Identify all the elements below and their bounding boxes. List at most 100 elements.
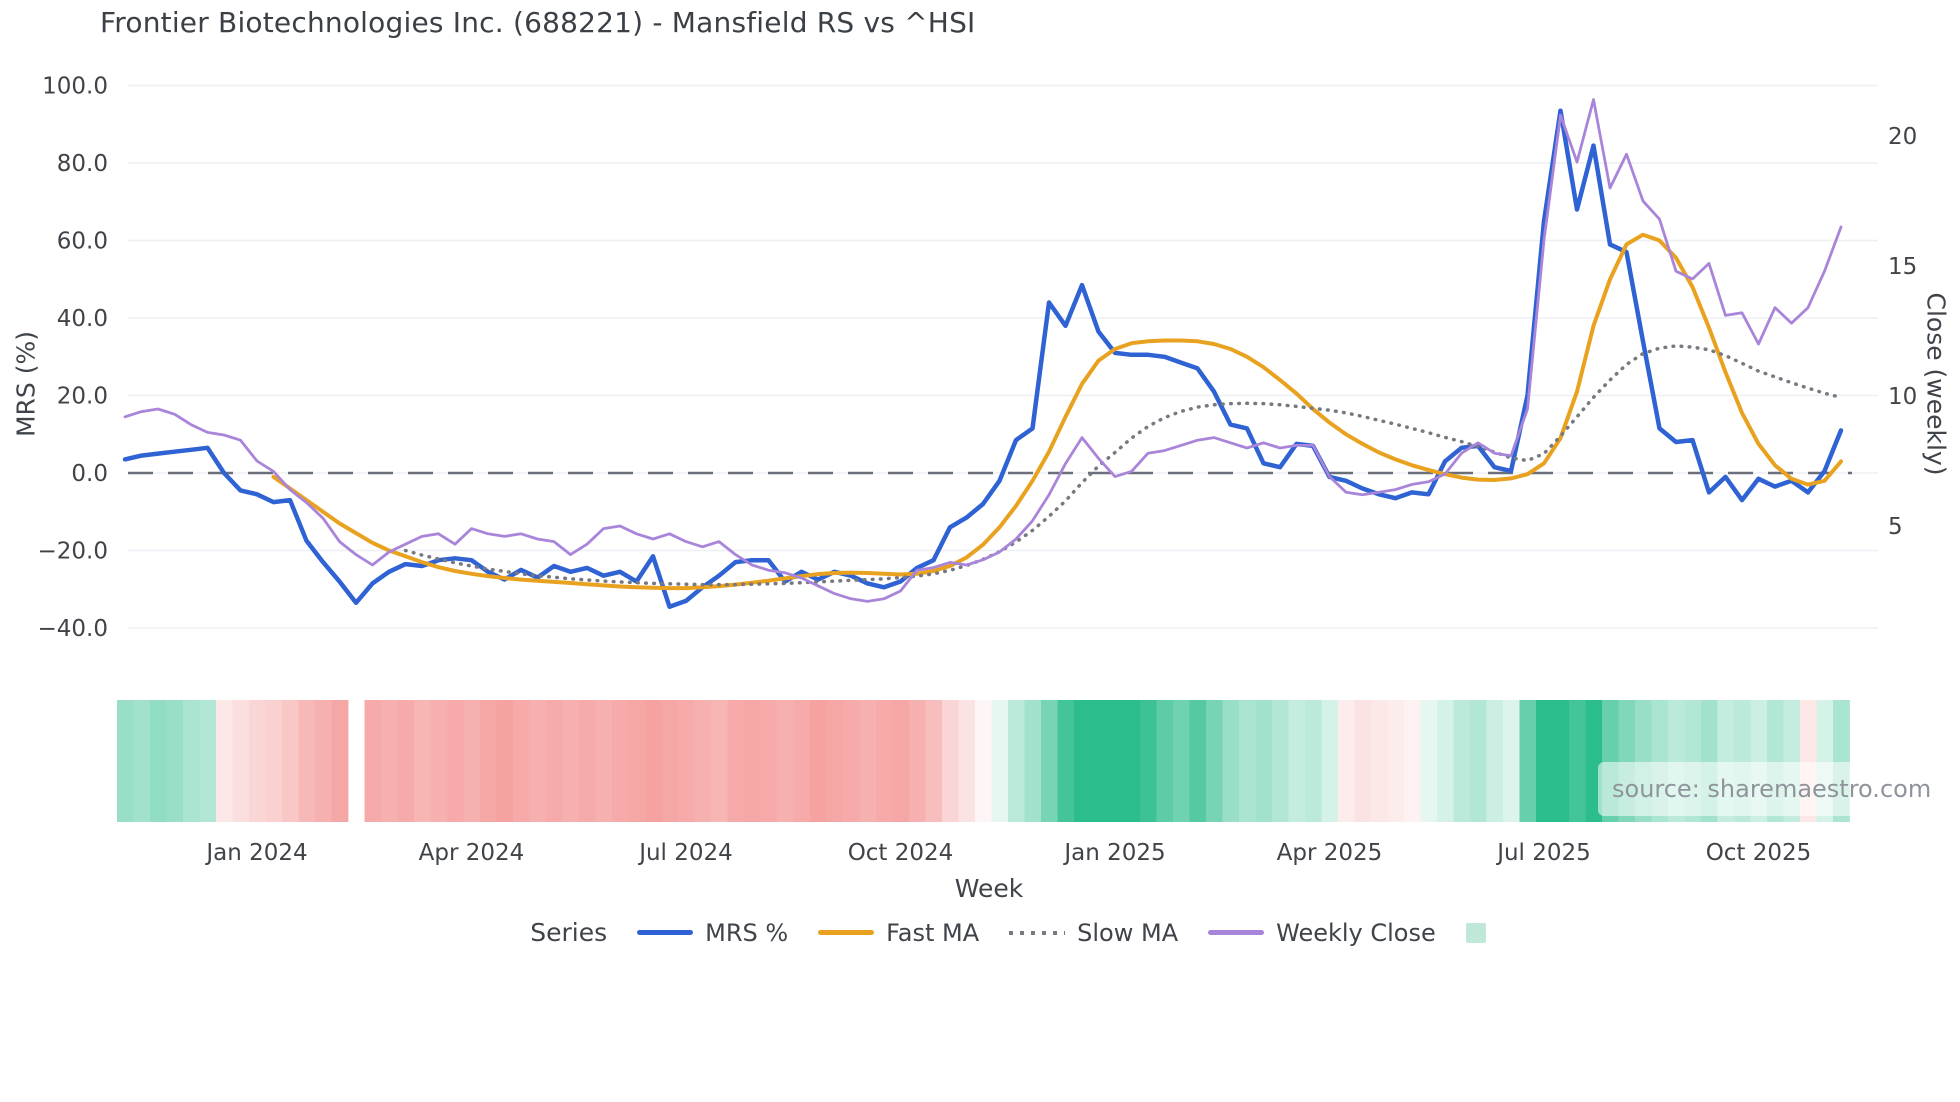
heatmap-cell [1123,700,1141,822]
x-axis-tick: Apr 2024 [419,840,525,866]
left-axis-tick: −40.0 [38,616,108,642]
heatmap-cell [364,700,382,822]
heatmap-cell [150,700,167,822]
heatmap-cell [562,700,580,822]
left-axis-tick: 0.0 [71,461,108,487]
heatmap-cell [991,700,1009,822]
heatmap-cell [612,700,629,822]
heatmap-cell [1453,700,1471,822]
heatmap-cell [661,700,679,822]
heatmap-cell [1569,700,1586,822]
heatmap-cell [595,700,613,822]
heatmap-cell [1486,700,1504,822]
heatmap-cell [183,700,200,822]
legend-item-label: Weekly Close [1276,918,1436,947]
heatmap-cell [777,700,794,822]
legend-item-weekly-close[interactable]: Weekly Close [1208,919,1436,947]
heatmap-cell [529,700,547,822]
legend-item-fast-ma[interactable]: Fast MA [818,919,979,947]
x-axis-tick: Jul 2025 [1495,840,1591,866]
legend-heatmap-swatch [1465,922,1486,943]
legend-swatch [1208,930,1265,935]
heatmap-cell [447,700,464,822]
heatmap-cell [546,700,563,822]
heatmap-cell [1206,700,1223,822]
heatmap-cell [1255,700,1273,822]
x-axis-tick: Apr 2025 [1277,840,1383,866]
legend-item-heatmap[interactable] [1465,922,1486,943]
source-watermark: source: sharemaestro.com [1598,762,1942,816]
heatmap-cell [1074,700,1091,822]
heatmap-cell [414,700,431,822]
heatmap-cell [1272,700,1289,822]
heatmap-cell [1305,700,1322,822]
heatmap-cell [925,700,943,822]
heatmap-cell [1404,700,1421,822]
heatmap-cell [315,700,332,822]
heatmap-cell [265,700,283,822]
heatmap-cell [1239,700,1256,822]
heatmap-cell [975,700,992,822]
weekly-close-line [123,98,1843,603]
chart-title: Frontier Biotechnologies Inc. (688221) -… [100,6,976,39]
heatmap-cell [331,700,349,822]
right-axis-tick: 10 [1888,384,1917,410]
heatmap-cell [216,700,233,822]
left-axis-tick: −20.0 [38,539,108,565]
heatmap-cell [826,700,844,822]
heatmap-cell [628,700,646,822]
left-axis-tick: 80.0 [57,151,108,177]
legend-swatch [1009,930,1066,935]
heatmap-cell [942,700,959,822]
heatmap-cell [694,700,712,822]
legend-item-mrs-[interactable]: MRS % [637,919,788,947]
heatmap-cell [1222,700,1240,822]
heatmap-cell [909,700,926,822]
heatmap-cell [958,700,976,822]
heatmap-cell [1371,700,1388,822]
heatmap-cell [1552,700,1570,822]
heatmap-cell [859,700,877,822]
left-axis-tick: 60.0 [57,229,108,255]
heatmap-cell [133,700,151,822]
x-axis-title: Week [954,874,1024,903]
legend-item-label: Slow MA [1077,918,1179,947]
left-axis-tick: 40.0 [57,306,108,332]
legend-swatch [637,930,694,935]
heatmap-cell [579,700,596,822]
heatmap-cell [430,700,448,822]
heatmap-cell [249,700,266,822]
slow-ma-line [403,344,1843,587]
legend-item-slow-ma[interactable]: Slow MA [1009,919,1178,947]
heatmap-cell [1173,700,1190,822]
heatmap-cell [166,700,184,822]
heatmap-cell [1041,700,1058,822]
heatmap-cell [1189,700,1207,822]
heatmap-cell [1536,700,1553,822]
heatmap-cell [1519,700,1537,822]
left-axis-tick: 20.0 [57,384,108,410]
heatmap-cell [282,700,299,822]
legend-swatch [818,930,875,935]
heatmap-cell [1354,700,1372,822]
heatmap-cell [1140,700,1157,822]
heatmap-cell [793,700,811,822]
right-axis-tick: 15 [1888,254,1917,280]
x-axis-tick: Jul 2024 [637,840,733,866]
heatmap-cell [496,700,514,822]
heatmap-cell [1156,700,1174,822]
x-axis-tick: Oct 2025 [1706,840,1812,866]
heatmap-cell [381,700,398,822]
x-axis-tick: Jan 2025 [1062,840,1165,866]
heatmap-cell [645,700,662,822]
legend: Series MRS % Fast MA Slow MA Weekly Close [28,918,1960,947]
heatmap-cell [727,700,745,822]
heatmap-cell [117,700,134,822]
heatmap-cell [1470,700,1487,822]
heatmap-cell [810,700,827,822]
heatmap-cell [760,700,778,822]
heatmap-cell [678,700,695,822]
heatmap-cell [843,700,860,822]
